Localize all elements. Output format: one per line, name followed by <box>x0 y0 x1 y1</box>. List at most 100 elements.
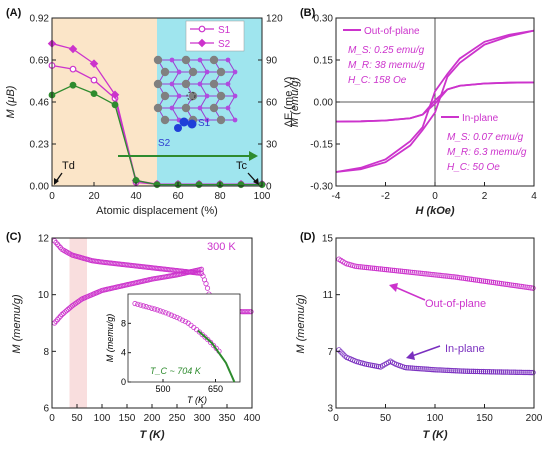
hysteresis-branch-down-out-of-plane <box>335 29 535 173</box>
data-point-out-of-plane <box>461 275 467 281</box>
panel-d-label: (D) <box>300 231 316 243</box>
data-point-in-plane <box>504 369 510 375</box>
data-point-out-of-plane <box>530 285 536 291</box>
chalcogen-atom <box>204 69 210 75</box>
x-tick-label: 0 <box>49 413 55 424</box>
data-point-in-plane <box>524 369 530 376</box>
data-point-in-plane <box>453 368 459 374</box>
data-point-out-of-plane <box>518 283 524 290</box>
data-point-in-plane <box>417 365 423 372</box>
x-tick-label: 250 <box>169 413 186 424</box>
data-point-in-plane <box>482 368 489 375</box>
data-point-out-of-plane <box>362 264 368 270</box>
data-point-out-of-plane <box>496 280 503 287</box>
x-tick-label: 100 <box>254 191 271 202</box>
data-point-out-of-plane <box>522 284 528 290</box>
legend-marker-s1 <box>198 25 206 33</box>
data-point-in-plane <box>512 369 518 375</box>
metal-atom <box>160 91 170 101</box>
data-point-in-plane <box>415 365 421 372</box>
panel-a: (A) 0 20 40 60 80 100 0.00 0.23 0.46 0.69 0.92 0 30 6… <box>5 7 295 217</box>
data-point-out-of-plane <box>397 268 404 274</box>
inset-data-point <box>202 334 208 340</box>
site-label-s2: S2 <box>158 138 171 149</box>
metal-atom <box>188 67 198 77</box>
panel-c-ylabel: M (memu/g) <box>11 294 23 354</box>
data-point-out-of-plane <box>474 277 481 283</box>
x-tick-label: 2 <box>482 191 488 202</box>
panel-c: (C) 0 50 100 150 200 250 300 350 400 6 8 10 12 T (K)… <box>6 231 261 441</box>
metal-atom <box>160 115 170 125</box>
data-point-in-plane <box>530 369 536 376</box>
legend-label-s1: S1 <box>218 25 231 36</box>
panel-a-ylabel-right: ΔE (me V) <box>283 77 295 128</box>
data-point-out-of-plane <box>445 273 451 279</box>
panel-d-ticks: 0 50 100 150 200 3 7 11 15 <box>322 234 543 425</box>
data-point-out-of-plane <box>441 273 447 279</box>
panel-a-legend: S1 S2 <box>185 20 245 52</box>
data-point-out-of-plane <box>401 268 408 275</box>
panel-d-xlabel: T (K) <box>422 429 447 441</box>
data-point-in-plane <box>421 366 427 372</box>
data-point-out-of-plane <box>514 283 520 289</box>
data-point-in-plane <box>433 367 439 373</box>
y-tick-label-right: 90 <box>266 56 278 67</box>
y-tick-label: 12 <box>38 234 50 245</box>
data-point-out-of-plane <box>411 269 417 276</box>
data-point-out-of-plane <box>399 268 406 275</box>
data-point-out-of-plane <box>413 270 419 276</box>
data-point-in-plane <box>510 369 516 375</box>
inset-data-point <box>154 307 160 313</box>
data-point-in-plane <box>449 367 455 374</box>
out-of-plane-hc: H_C: 158 Oe <box>348 75 407 86</box>
x-tick-label: 350 <box>219 413 236 424</box>
data-point-in-plane <box>520 369 526 376</box>
background-region-1 <box>52 18 157 186</box>
data-point-out-of-plane <box>358 264 364 270</box>
inset-data-point <box>132 300 138 307</box>
data-point-out-of-plane <box>494 280 501 286</box>
data-point-out-of-plane <box>407 269 413 275</box>
inset-data-point <box>163 310 169 316</box>
data-point-out-of-plane <box>457 274 463 281</box>
data-point-delta-e <box>153 181 161 189</box>
data-point-curve-2 <box>53 318 59 324</box>
inset-y-tick-label: 0 <box>121 377 126 387</box>
data-point-out-of-plane <box>490 279 497 286</box>
inset-data-point <box>199 331 205 338</box>
data-point-out-of-plane <box>488 279 495 285</box>
data-point-s2 <box>110 90 120 99</box>
data-point-delta-e <box>195 181 203 189</box>
data-point-curve-2 <box>198 266 205 272</box>
x-tick-label: 300 <box>194 413 211 424</box>
data-point-in-plane <box>476 368 483 375</box>
y-tick-label: 8 <box>43 347 49 358</box>
legend-label-in-plane: In-plane <box>462 113 499 124</box>
x-tick-label: 60 <box>172 191 184 202</box>
panel-d-ylabel: M (memu/g) <box>295 294 307 354</box>
chalcogen-atom <box>232 117 238 123</box>
data-point-out-of-plane <box>447 273 453 280</box>
chalcogen-atom <box>176 93 182 99</box>
data-point-curve-2 <box>60 310 67 316</box>
panel-d-marks <box>336 256 536 376</box>
chalcogen-atom <box>169 105 175 111</box>
out-of-plane-ms: M_S: 0.25 emu/g <box>348 45 425 56</box>
in-plane-ms: M_S: 0.07 emu/g <box>447 132 524 143</box>
data-point-in-plane <box>413 365 419 372</box>
data-point-out-of-plane <box>375 266 382 272</box>
panel-a-ticks: 0 20 40 60 80 100 0.00 0.23 0.46 0.69 0.92 0 30 60 90 1… <box>30 14 284 203</box>
data-point-out-of-plane <box>427 271 433 278</box>
x-tick-label: 40 <box>130 191 142 202</box>
data-point-delta-e <box>90 90 98 97</box>
x-tick-label: 400 <box>244 413 261 424</box>
panel-d-frame <box>335 237 535 409</box>
y-tick-label-right: 0 <box>266 182 272 193</box>
data-point-out-of-plane <box>367 265 374 271</box>
data-point-in-plane <box>506 369 512 375</box>
data-point-out-of-plane <box>455 274 461 281</box>
data-point-curve-2 <box>56 315 62 321</box>
data-point-in-plane <box>429 366 435 373</box>
panel-b: (B) -4 -2 0 2 4 -0.30 -0.15 0.00 0.15 0.30 H (kOe… <box>289 7 537 217</box>
